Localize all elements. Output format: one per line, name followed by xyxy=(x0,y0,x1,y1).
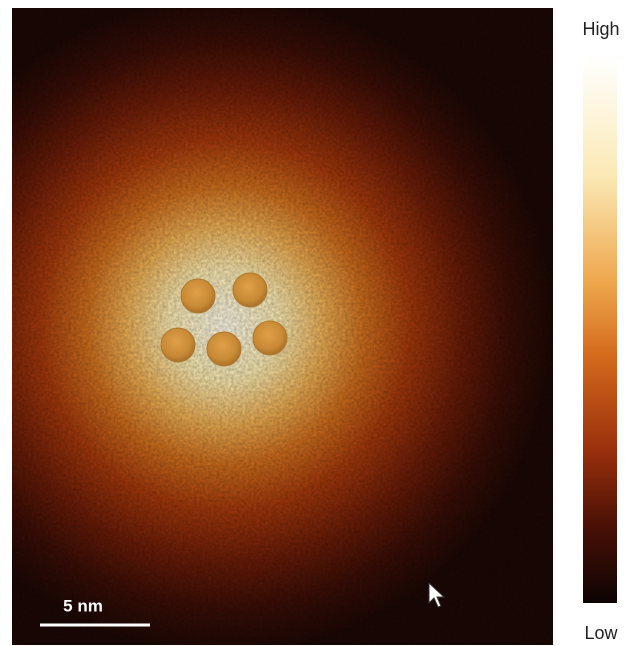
figure: 5 nm High Low xyxy=(0,0,625,646)
colorbar-high-label: High xyxy=(582,19,619,39)
microscopy-image: 5 nm xyxy=(12,8,553,645)
colorbar-low-label: Low xyxy=(584,623,618,643)
scale-bar-label: 5 nm xyxy=(63,596,103,615)
colorbar: High Low xyxy=(582,19,619,643)
colorbar-gradient xyxy=(583,55,617,603)
